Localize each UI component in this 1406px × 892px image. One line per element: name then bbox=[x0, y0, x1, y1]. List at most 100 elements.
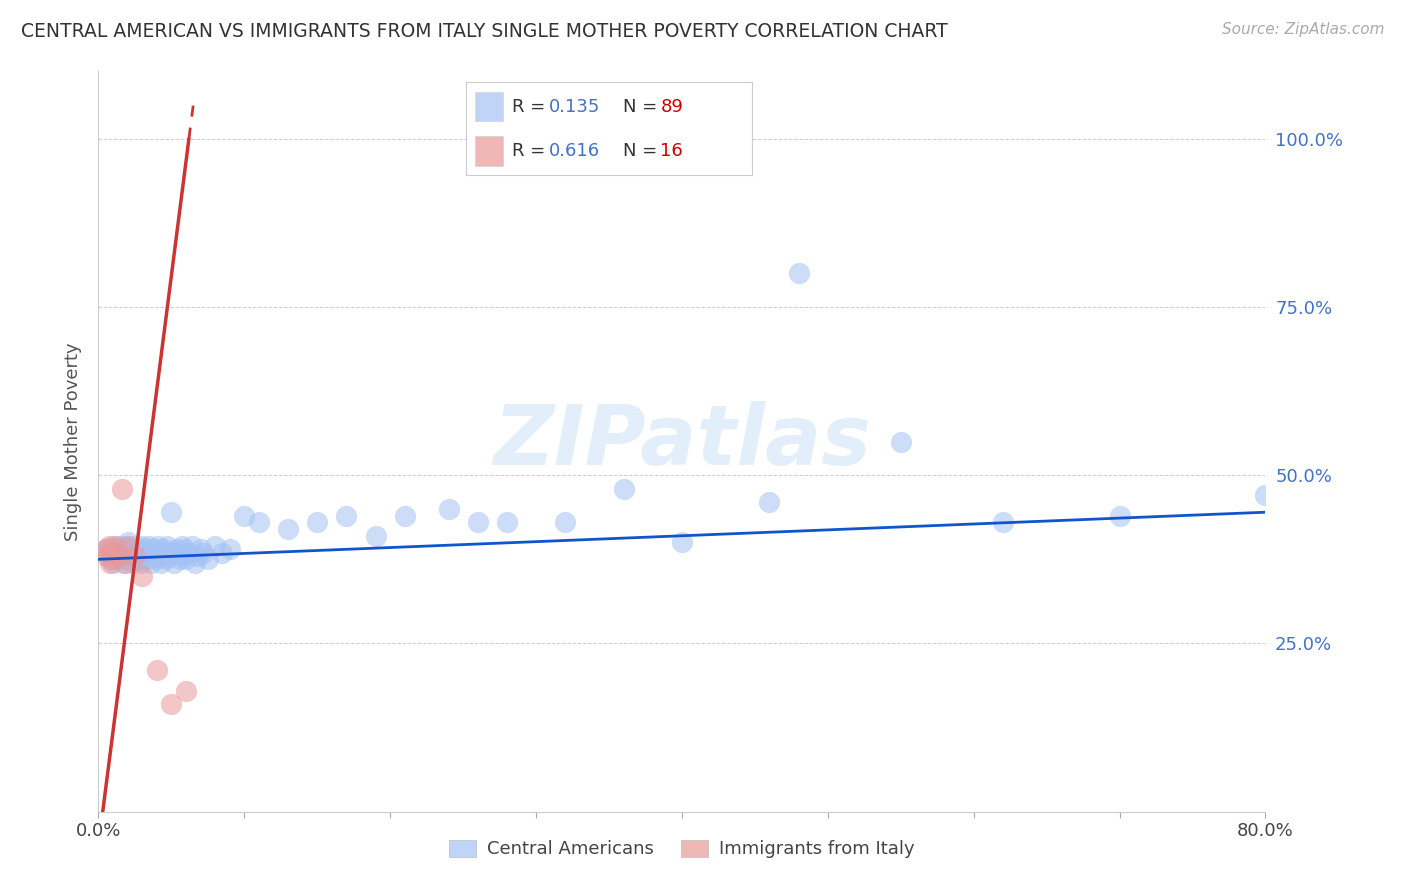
Point bbox=[108, 552, 131, 566]
Point bbox=[277, 522, 299, 536]
Point bbox=[787, 266, 810, 280]
Point bbox=[149, 549, 172, 563]
Point bbox=[141, 549, 163, 563]
Point bbox=[136, 552, 159, 566]
Point bbox=[117, 546, 139, 560]
Point bbox=[114, 556, 136, 570]
Point bbox=[100, 546, 122, 560]
Point bbox=[94, 542, 117, 557]
Point bbox=[187, 549, 209, 563]
Point bbox=[157, 549, 180, 563]
Point bbox=[131, 552, 153, 566]
Point bbox=[105, 542, 128, 557]
Point bbox=[104, 549, 127, 563]
Point bbox=[97, 539, 120, 553]
Point bbox=[117, 539, 139, 553]
Point bbox=[174, 552, 197, 566]
Point bbox=[101, 546, 124, 560]
Point bbox=[98, 556, 121, 570]
Point bbox=[139, 556, 162, 570]
Point bbox=[155, 552, 177, 566]
Point bbox=[101, 552, 124, 566]
Legend: Central Americans, Immigrants from Italy: Central Americans, Immigrants from Italy bbox=[441, 832, 922, 865]
Point bbox=[96, 549, 118, 563]
Point bbox=[1254, 488, 1277, 502]
Point bbox=[218, 542, 240, 557]
Point bbox=[671, 535, 693, 549]
Point bbox=[467, 516, 489, 530]
Point bbox=[437, 501, 460, 516]
Point bbox=[97, 546, 120, 560]
Point bbox=[153, 546, 176, 560]
Point bbox=[160, 505, 183, 519]
Y-axis label: Single Mother Poverty: Single Mother Poverty bbox=[63, 343, 82, 541]
Point bbox=[120, 542, 142, 557]
Point bbox=[142, 542, 165, 557]
Point bbox=[167, 546, 190, 560]
Point bbox=[111, 482, 134, 496]
Point bbox=[110, 539, 132, 553]
Point bbox=[135, 542, 157, 557]
Point bbox=[121, 556, 143, 570]
Point bbox=[115, 539, 138, 553]
Point bbox=[163, 556, 186, 570]
Point bbox=[758, 495, 780, 509]
Point bbox=[197, 552, 219, 566]
Point bbox=[160, 697, 183, 711]
Point bbox=[125, 549, 148, 563]
Point bbox=[118, 549, 141, 563]
Point bbox=[138, 546, 160, 560]
Point bbox=[112, 556, 135, 570]
Point bbox=[150, 556, 173, 570]
Point bbox=[211, 546, 233, 560]
Point bbox=[335, 508, 357, 523]
Point bbox=[131, 539, 153, 553]
Point bbox=[152, 542, 174, 557]
Point bbox=[190, 542, 212, 557]
Point bbox=[124, 549, 146, 563]
Point bbox=[364, 529, 387, 543]
Point bbox=[991, 516, 1014, 530]
Point bbox=[1108, 508, 1130, 523]
Point bbox=[108, 549, 131, 563]
Point bbox=[124, 539, 146, 553]
Point bbox=[98, 552, 121, 566]
Point bbox=[101, 556, 124, 570]
Point bbox=[233, 508, 256, 523]
Point bbox=[890, 434, 912, 449]
Point bbox=[117, 552, 139, 566]
Point bbox=[128, 546, 150, 560]
Point bbox=[100, 549, 122, 563]
Text: CENTRAL AMERICAN VS IMMIGRANTS FROM ITALY SINGLE MOTHER POVERTY CORRELATION CHAR: CENTRAL AMERICAN VS IMMIGRANTS FROM ITAL… bbox=[21, 22, 948, 41]
Point bbox=[174, 683, 197, 698]
Point bbox=[169, 552, 191, 566]
Point bbox=[180, 539, 202, 553]
Point bbox=[104, 539, 127, 553]
Point bbox=[170, 539, 193, 553]
Point bbox=[172, 549, 194, 563]
Point bbox=[94, 542, 117, 557]
Point bbox=[131, 569, 153, 583]
Point bbox=[114, 546, 136, 560]
Point bbox=[162, 546, 184, 560]
Point bbox=[394, 508, 416, 523]
Point bbox=[193, 546, 215, 560]
Point bbox=[146, 552, 169, 566]
Point bbox=[132, 546, 155, 560]
Point bbox=[173, 542, 195, 557]
Point bbox=[122, 546, 145, 560]
Point bbox=[183, 556, 205, 570]
Point bbox=[124, 552, 146, 566]
Point bbox=[177, 546, 200, 560]
Point bbox=[146, 546, 169, 560]
Point bbox=[554, 516, 576, 530]
Text: Source: ZipAtlas.com: Source: ZipAtlas.com bbox=[1222, 22, 1385, 37]
Point bbox=[111, 549, 134, 563]
Point bbox=[612, 482, 634, 496]
Point bbox=[204, 539, 226, 553]
Point bbox=[165, 542, 187, 557]
Point bbox=[156, 539, 179, 553]
Point bbox=[146, 664, 169, 678]
Point bbox=[496, 516, 519, 530]
Point bbox=[117, 535, 139, 549]
